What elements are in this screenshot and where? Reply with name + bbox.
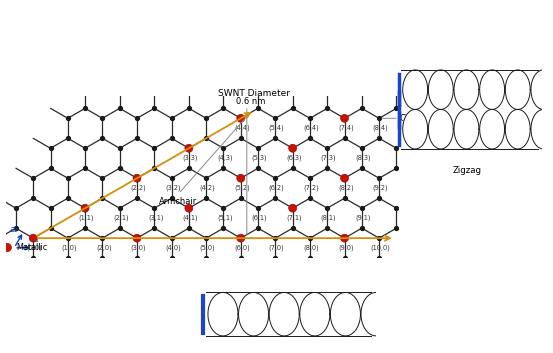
Circle shape	[289, 144, 296, 152]
Text: (7,1): (7,1)	[286, 215, 302, 221]
Text: (2,2): (2,2)	[131, 185, 146, 191]
Circle shape	[133, 234, 141, 242]
Polygon shape	[208, 292, 238, 336]
Text: (7,4): (7,4)	[338, 125, 354, 131]
Circle shape	[185, 204, 193, 212]
Circle shape	[289, 204, 296, 212]
Polygon shape	[330, 292, 361, 336]
Text: (7,2): (7,2)	[304, 185, 319, 191]
Text: Armchair: Armchair	[159, 197, 197, 206]
Text: (5,0): (5,0)	[200, 245, 216, 251]
Polygon shape	[238, 292, 269, 336]
Text: (5,1): (5,1)	[217, 215, 233, 221]
Text: (8,0): (8,0)	[304, 245, 319, 251]
Text: (4,2): (4,2)	[200, 185, 216, 191]
Text: (9,2): (9,2)	[373, 185, 388, 191]
Polygon shape	[403, 109, 427, 149]
Polygon shape	[300, 292, 330, 336]
Text: (2,0): (2,0)	[96, 245, 112, 251]
Polygon shape	[429, 109, 453, 149]
Polygon shape	[505, 109, 530, 149]
Text: (6,2): (6,2)	[269, 185, 285, 191]
Polygon shape	[531, 70, 553, 109]
Polygon shape	[454, 109, 479, 149]
Text: (6,4): (6,4)	[304, 125, 319, 131]
Text: 0.6 nm: 0.6 nm	[236, 97, 265, 106]
Polygon shape	[422, 292, 452, 336]
Circle shape	[3, 243, 12, 252]
Text: (1,1): (1,1)	[79, 215, 94, 221]
Circle shape	[237, 174, 245, 182]
Polygon shape	[453, 292, 483, 336]
Text: (3,1): (3,1)	[148, 215, 164, 221]
Text: (8,2): (8,2)	[338, 185, 354, 191]
Polygon shape	[531, 109, 553, 149]
Circle shape	[133, 174, 141, 182]
Polygon shape	[483, 292, 514, 336]
Text: (10,0): (10,0)	[371, 245, 390, 251]
Circle shape	[341, 234, 348, 242]
Text: (5,3): (5,3)	[252, 155, 267, 161]
Text: (8,4): (8,4)	[373, 125, 388, 131]
Text: a₂: a₂	[9, 225, 18, 234]
Text: Zigzag: Zigzag	[453, 166, 482, 175]
Text: (5,2): (5,2)	[234, 185, 250, 191]
Text: (0,0): (0,0)	[27, 245, 43, 251]
Text: (4,1): (4,1)	[182, 215, 198, 221]
Circle shape	[81, 204, 89, 212]
Polygon shape	[392, 292, 422, 336]
Text: (1,0): (1,0)	[61, 245, 77, 251]
Text: (8,1): (8,1)	[321, 215, 336, 221]
Text: (3,3): (3,3)	[182, 155, 198, 161]
Text: (6,1): (6,1)	[252, 215, 267, 221]
Circle shape	[185, 144, 193, 152]
Polygon shape	[361, 292, 391, 336]
Polygon shape	[429, 70, 453, 109]
Polygon shape	[479, 70, 504, 109]
Text: Metallic: Metallic	[16, 243, 47, 252]
Text: (5,4): (5,4)	[269, 125, 285, 131]
Polygon shape	[505, 70, 530, 109]
Text: (4,3): (4,3)	[217, 155, 233, 161]
Text: (4,4): (4,4)	[234, 125, 250, 131]
Text: (2,1): (2,1)	[113, 215, 129, 221]
Text: (7,3): (7,3)	[321, 155, 336, 161]
Text: (4,0): (4,0)	[165, 245, 181, 251]
Text: (6,3): (6,3)	[286, 155, 302, 161]
Polygon shape	[479, 109, 504, 149]
Text: (7,0): (7,0)	[269, 245, 285, 251]
Text: (9,0): (9,0)	[338, 245, 354, 251]
Circle shape	[29, 234, 37, 242]
Text: SWNT Diameter: SWNT Diameter	[218, 89, 290, 98]
Text: (6,0): (6,0)	[234, 245, 250, 251]
Polygon shape	[269, 292, 299, 336]
Circle shape	[341, 174, 348, 182]
Circle shape	[341, 114, 348, 122]
Text: Chiral: Chiral	[400, 114, 425, 123]
Text: (8,3): (8,3)	[356, 155, 371, 161]
Circle shape	[237, 114, 245, 122]
Text: (3,2): (3,2)	[165, 185, 181, 191]
Circle shape	[237, 234, 245, 242]
Text: (3,0): (3,0)	[131, 245, 146, 251]
Polygon shape	[403, 70, 427, 109]
Polygon shape	[454, 70, 479, 109]
Text: a₁: a₁	[30, 235, 39, 244]
Text: (9,1): (9,1)	[356, 215, 371, 221]
